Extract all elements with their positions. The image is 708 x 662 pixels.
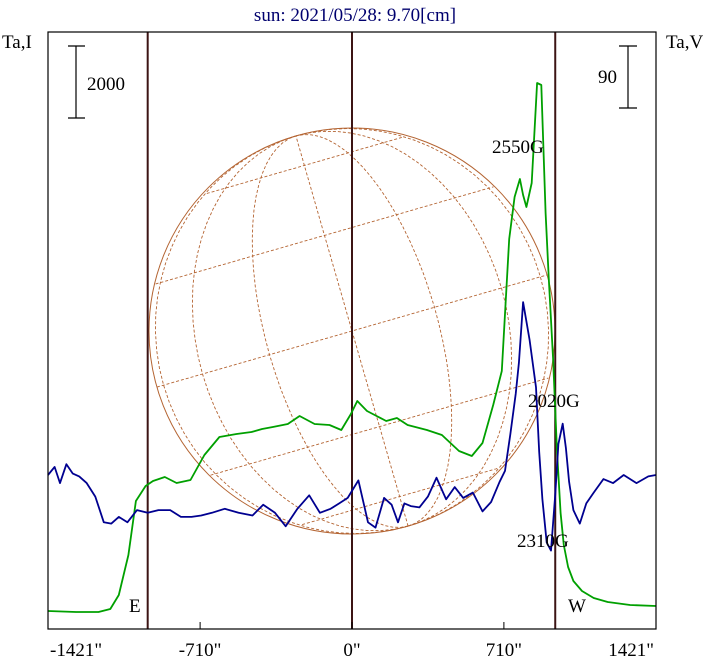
longitude-line <box>295 128 549 527</box>
east-label: E <box>129 596 141 617</box>
longitude-line <box>251 135 409 528</box>
chart-title: sun: 2021/05/28: 9.70[cm] <box>254 5 456 26</box>
data-series <box>47 82 657 613</box>
x-tick-label: 1421" <box>608 640 654 661</box>
longitude-line <box>191 135 409 532</box>
peak-label-2310: 2310G <box>517 531 569 552</box>
intensity-series-line <box>47 82 657 613</box>
peak-label-2020: 2020G <box>528 391 580 412</box>
right-scale-bar <box>619 45 637 109</box>
latitude-line <box>156 274 548 388</box>
x-tick-label: 0" <box>343 640 360 661</box>
x-tick-label: 710" <box>486 640 522 661</box>
west-label: W <box>568 596 586 617</box>
x-tick-label: -1421" <box>50 640 102 661</box>
left-axis-label: Ta,I <box>2 32 32 53</box>
right-scale-label: 90 <box>598 67 617 88</box>
peak-label-2550: 2550G <box>492 137 544 158</box>
x-tick-label: -710" <box>179 640 222 661</box>
polarization-series-line <box>47 301 657 552</box>
x-axis-ticks: -1421" -710" 0" 710" 1421" <box>47 622 657 661</box>
latitude-line <box>210 377 549 476</box>
reference-lines <box>146 32 557 629</box>
left-scale-bar <box>68 45 85 119</box>
left-scale-label: 2000 <box>87 74 125 95</box>
longitude-line <box>155 135 409 534</box>
right-axis-label: Ta,V <box>666 32 703 53</box>
longitude-line <box>295 135 409 527</box>
longitude-line <box>295 134 453 527</box>
longitude-line <box>295 130 513 527</box>
